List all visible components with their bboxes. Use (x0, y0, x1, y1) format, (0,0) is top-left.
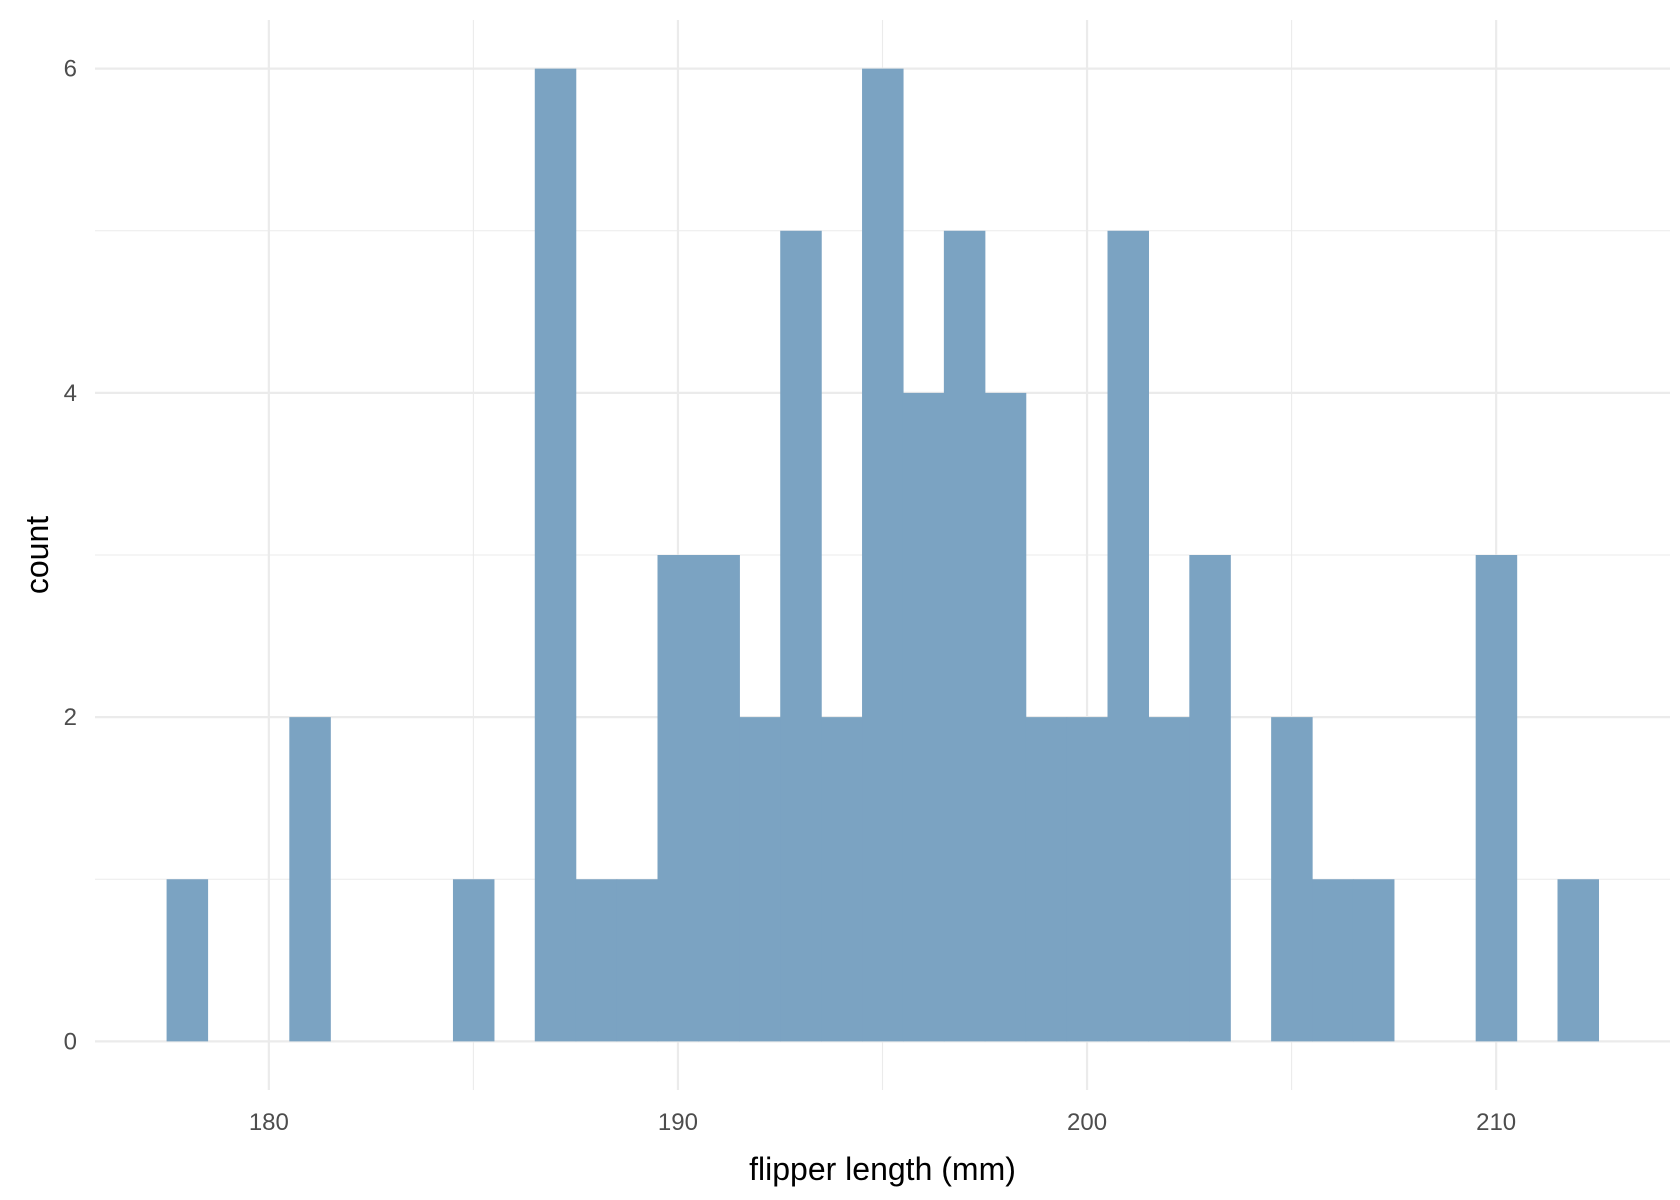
bars-layer (166, 68, 1600, 1042)
x-axis-title: flipper length (mm) (749, 1151, 1016, 1187)
x-tick-label: 200 (1067, 1109, 1107, 1136)
histogram-bar (575, 879, 618, 1042)
histogram-bar (862, 68, 904, 1042)
y-axis-title: count (19, 516, 55, 594)
x-tick-label: 190 (658, 1109, 698, 1136)
x-tick-label: 180 (249, 1109, 289, 1136)
histogram-bar (984, 392, 1027, 1042)
histogram-bar (902, 392, 945, 1042)
histogram-bar (289, 717, 331, 1042)
histogram-bar (698, 555, 740, 1042)
tick-labels-layer: 180 190 200 210 0 2 4 6 (64, 56, 1517, 1136)
histogram-bar (1312, 879, 1354, 1042)
histogram-bar (616, 879, 659, 1042)
histogram-bar (1107, 230, 1150, 1042)
histogram-bar (1352, 879, 1395, 1042)
histogram-bar (739, 717, 781, 1042)
y-tick-label: 2 (64, 704, 77, 731)
y-tick-label: 0 (64, 1028, 77, 1055)
histogram-bar (1066, 717, 1109, 1042)
histogram-bar (1148, 717, 1190, 1042)
y-tick-label: 6 (64, 56, 77, 83)
histogram-bar (780, 230, 822, 1042)
histogram-bar (1475, 555, 1518, 1042)
x-tick-label: 210 (1476, 1109, 1516, 1136)
histogram-bar (1271, 717, 1313, 1042)
histogram-bar (657, 555, 700, 1042)
histogram-bar (1557, 879, 1600, 1042)
histogram-bar (534, 68, 577, 1042)
y-tick-label: 4 (64, 380, 77, 407)
histogram-bar (1189, 555, 1231, 1042)
histogram-bar (943, 230, 986, 1042)
histogram-bar (1025, 717, 1068, 1042)
histogram-bar (821, 717, 863, 1042)
histogram-bar (452, 879, 495, 1042)
histogram-bar (166, 879, 209, 1042)
